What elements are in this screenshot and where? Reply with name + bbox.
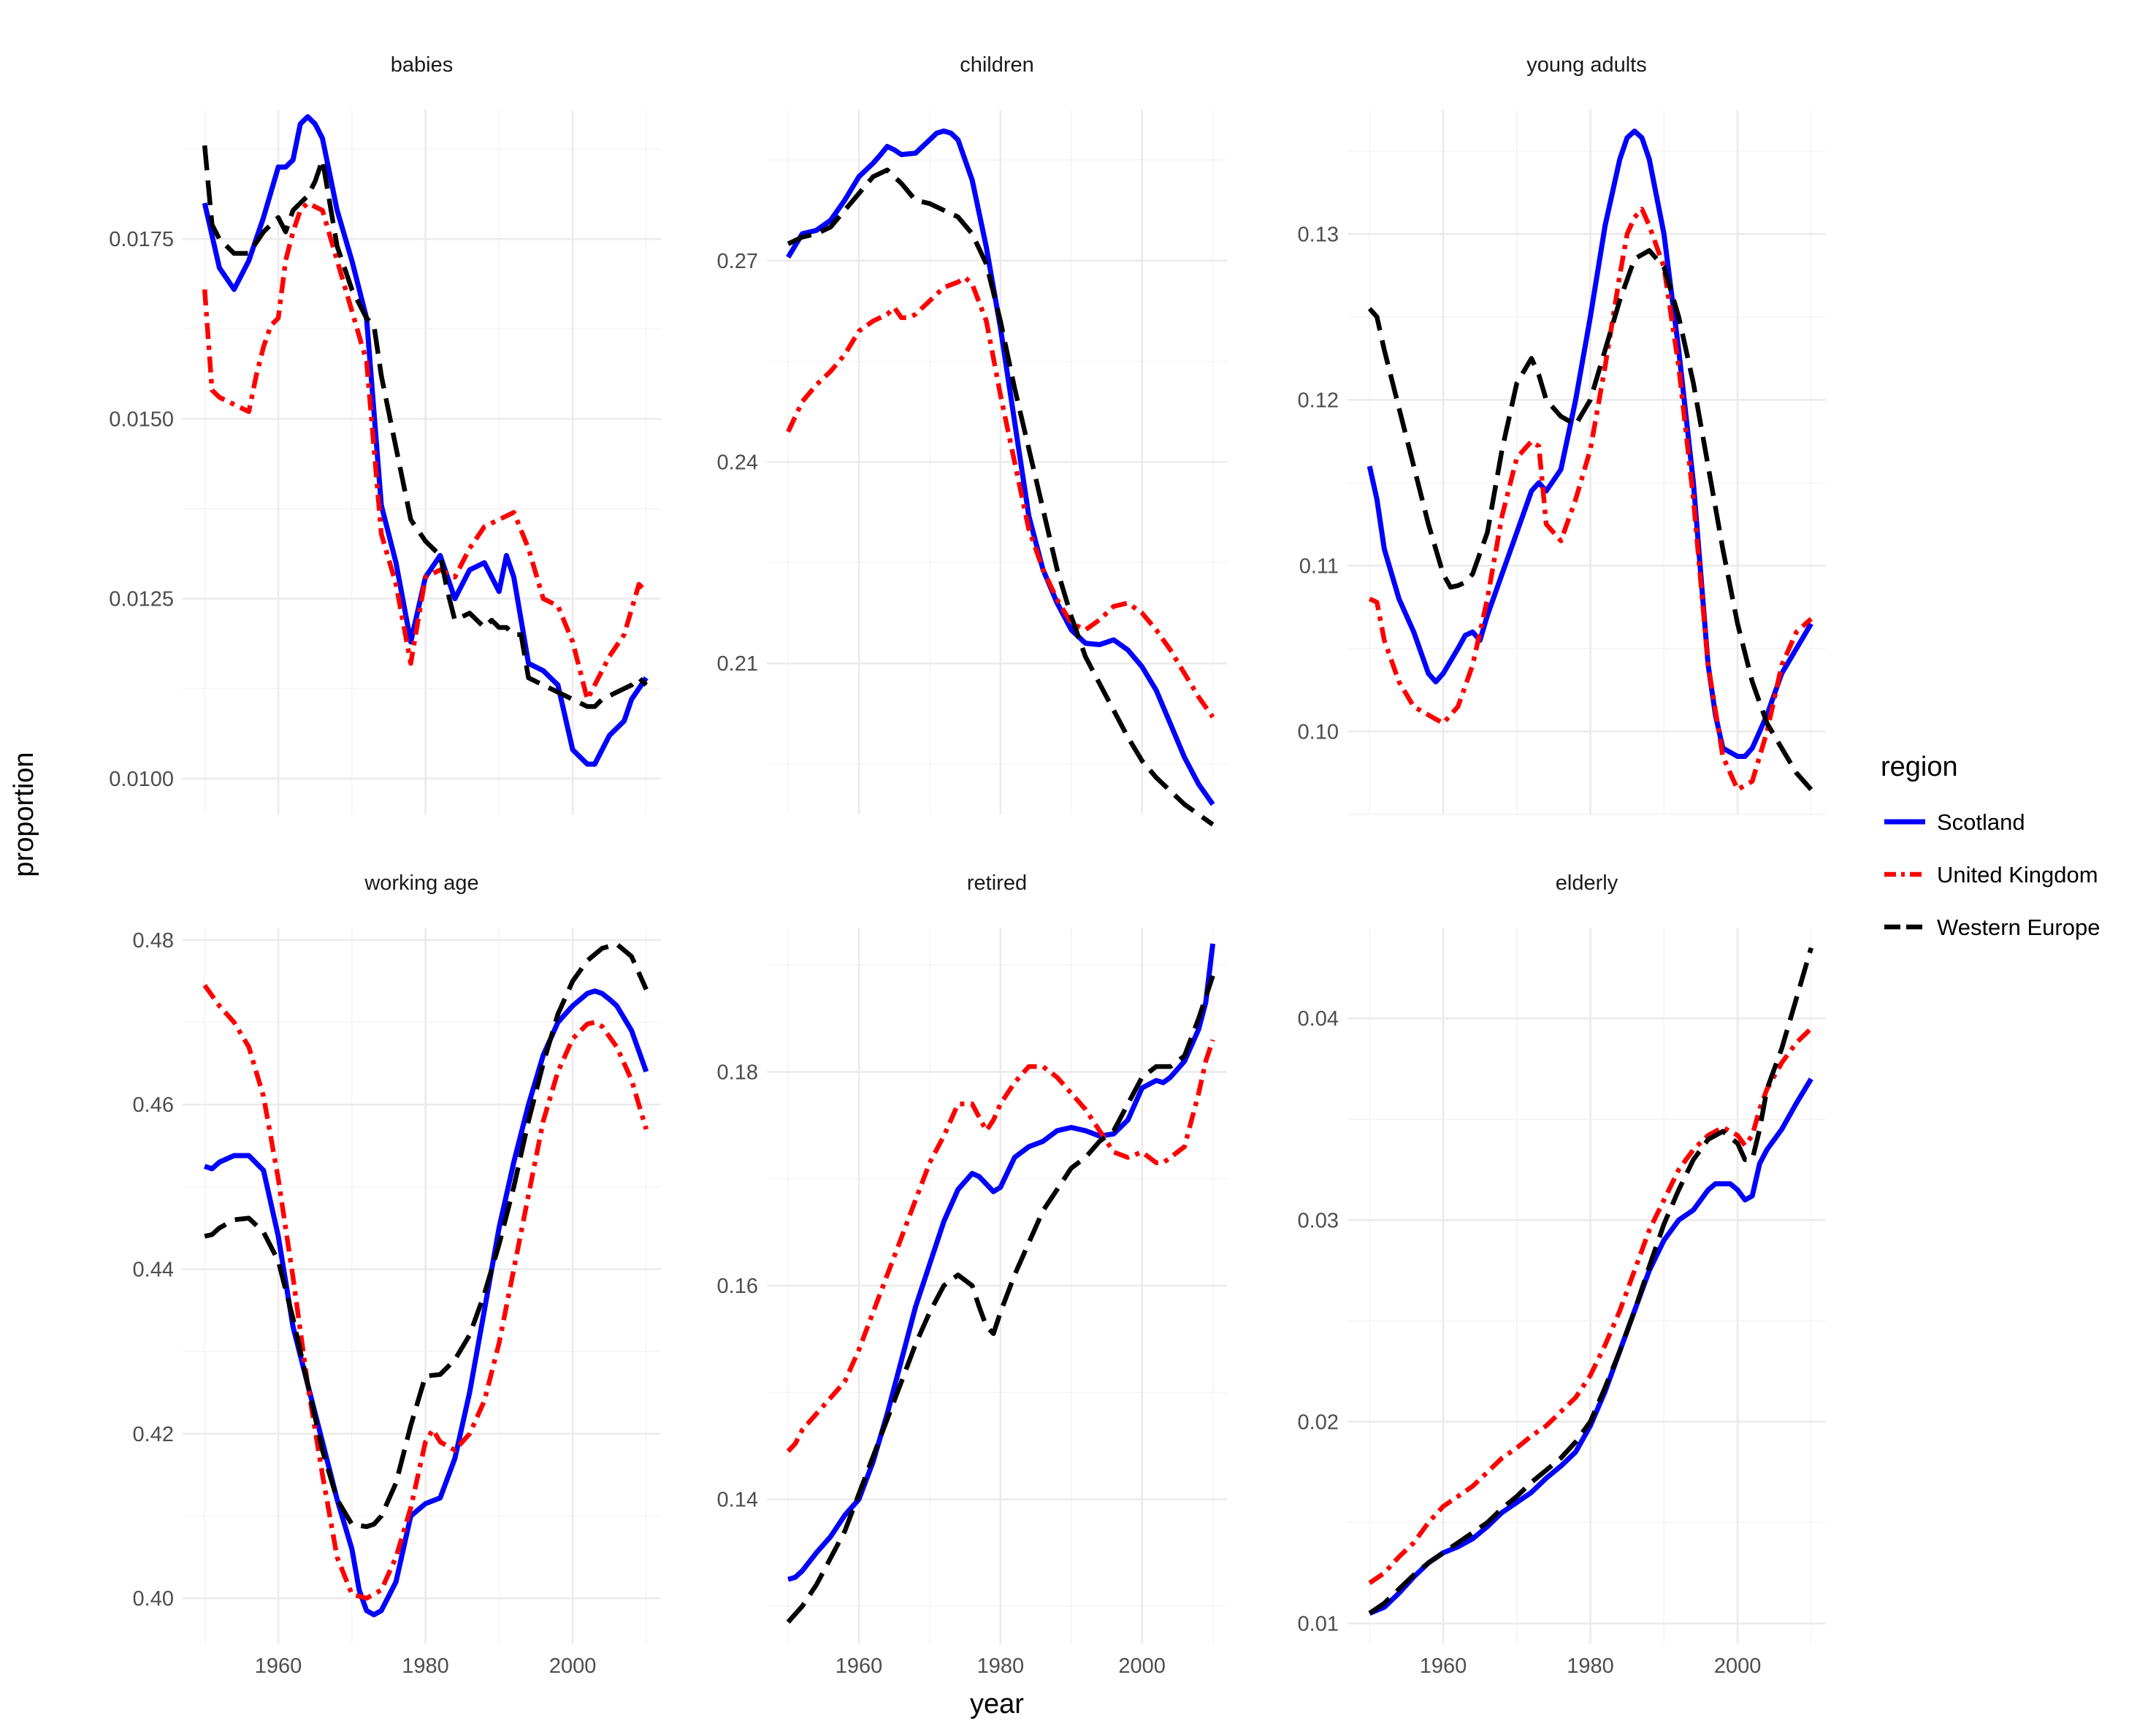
y-tick-label: 0.0100 [109, 768, 174, 791]
legend-label: Scotland [1937, 809, 2025, 835]
y-tick-label: 0.16 [717, 1275, 758, 1298]
series-line-scotland [204, 988, 649, 1618]
y-tick-label: 0.03 [1298, 1209, 1339, 1232]
series-line-united-kingdom [202, 984, 649, 1601]
gridlines [1348, 928, 1826, 1644]
panel-children: children 0.21 0.24 0.27 [717, 53, 1227, 827]
x-tick-label: 1960 [255, 1654, 302, 1678]
gridlines [183, 110, 661, 814]
panel-title: working age [364, 871, 478, 895]
y-tick-label: 0.44 [133, 1258, 174, 1281]
panel-title: elderly [1556, 871, 1618, 895]
legend-title: region [1881, 752, 1958, 782]
series-line-western-europe [1368, 947, 1813, 1616]
x-tick-label: 1960 [1420, 1654, 1467, 1678]
panel-title: babies [391, 53, 453, 77]
y-tick-label: 0.13 [1298, 223, 1339, 246]
gridlines [183, 928, 661, 1644]
series-line-western-europe [1367, 248, 1813, 792]
y-tick-label: 0.46 [133, 1093, 174, 1117]
series-line-united-kingdom [1368, 1026, 1813, 1585]
y-tick-label: 0.27 [717, 250, 758, 273]
series-line-western-europe [786, 974, 1215, 1624]
y-tick-label: 0.01 [1298, 1612, 1339, 1636]
x-axis-title: year [970, 1689, 1024, 1720]
series-line-scotland [787, 943, 1216, 1582]
x-tick-label: 2000 [1118, 1654, 1166, 1678]
y-tick-label: 0.24 [717, 451, 758, 475]
legend-item-scotland: Scotland [1884, 809, 2025, 835]
y-tick-label: 0.11 [1299, 554, 1339, 578]
y-tick-label: 0.0150 [109, 408, 174, 431]
y-tick-label: 0.18 [717, 1061, 758, 1084]
y-tick-label: 0.14 [717, 1489, 758, 1512]
y-tick-label: 0.42 [133, 1423, 174, 1446]
legend-label: Western Europe [1937, 915, 2100, 940]
series-line-western-europe [204, 942, 649, 1530]
x-tick-label: 2000 [549, 1654, 597, 1678]
series-line-united-kingdom [786, 275, 1215, 719]
legend: region Scotland United Kingdom Western Eur… [1881, 752, 2100, 940]
y-tick-label: 0.40 [133, 1587, 174, 1611]
y-tick-label: 0.48 [133, 929, 174, 953]
panel-title: retired [967, 871, 1027, 895]
series-line-western-europe [787, 167, 1215, 827]
series-line-united-kingdom [1368, 206, 1813, 793]
series-line-united-kingdom [786, 1039, 1215, 1453]
legend-item-western-europe: Western Europe [1884, 915, 2100, 940]
y-tick-label: 0.21 [717, 652, 758, 676]
y-tick-label: 0.10 [1298, 720, 1339, 744]
y-tick-label: 0.0125 [109, 588, 174, 611]
gridlines [767, 110, 1227, 814]
y-tick-label: 0.04 [1298, 1007, 1339, 1031]
legend-item-united-kingdom: United Kingdom [1884, 862, 2098, 888]
panel-elderly: elderly 0.01 0.02 0.03 0.04 1960 1980 2000 [1298, 871, 1826, 1678]
x-tick-label: 1980 [402, 1654, 449, 1678]
series-line-scotland [786, 128, 1215, 806]
panel-retired: retired 0.14 0.16 0.18 1960 1980 2000 [717, 871, 1227, 1678]
y-axis-title: proportion [9, 752, 39, 877]
panel-title: young adults [1526, 53, 1646, 77]
x-tick-label: 2000 [1714, 1654, 1762, 1678]
y-tick-label: 0.0175 [109, 228, 174, 251]
y-tick-label: 0.12 [1298, 389, 1339, 412]
x-tick-label: 1980 [1567, 1654, 1614, 1678]
panel-working-age: working age 0.40 0.42 0.44 0.46 0.48 1960 1980 2… [133, 871, 661, 1678]
x-tick-label: 1960 [836, 1654, 883, 1678]
series-line-western-europe [202, 145, 649, 709]
x-tick-label: 1980 [977, 1654, 1025, 1678]
panel-babies: babies 0.0100 0.0125 0.0150 0.0175 [109, 53, 661, 814]
series-line-scotland [1366, 129, 1813, 759]
series-line-united-kingdom [202, 200, 649, 702]
panel-young-adults: young adults 0.10 0.11 0.12 0.13 [1298, 53, 1826, 815]
gridlines [767, 928, 1227, 1644]
legend-label: United Kingdom [1937, 862, 2098, 888]
y-tick-label: 0.02 [1298, 1411, 1339, 1434]
panel-title: children [960, 53, 1034, 77]
